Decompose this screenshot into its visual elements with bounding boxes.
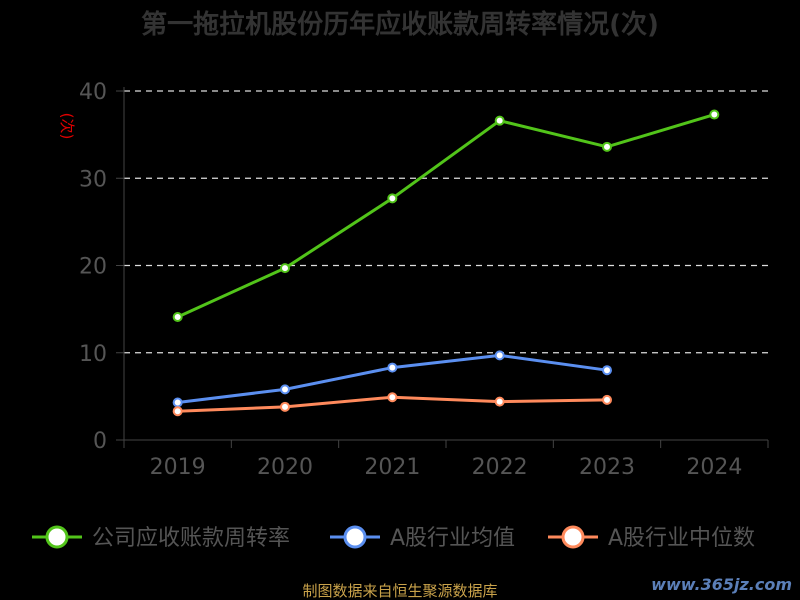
data-point-1-2022 xyxy=(494,350,505,361)
x-tick-label-2022: 2022 xyxy=(472,455,528,480)
x-tick-label-2020: 2020 xyxy=(257,455,313,480)
data-point-0-2019 xyxy=(172,311,183,322)
data-point-1-2020 xyxy=(280,384,290,395)
y-tick-label-20: 20 xyxy=(79,255,107,280)
x-tick-label-2024: 2024 xyxy=(686,455,742,480)
data-point-2-2021 xyxy=(387,392,398,403)
data-point-1-2021 xyxy=(387,362,398,373)
data-point-0-2020 xyxy=(280,263,290,274)
y-tick-label-10: 10 xyxy=(79,342,107,367)
chart-title: 第一拖拉机股份历年应收账款周转率情况(次) xyxy=(141,9,659,40)
series-0 xyxy=(172,109,720,322)
data-point-0-2023 xyxy=(602,141,612,152)
legend-label-0: 公司应收账款周转率 xyxy=(92,526,290,551)
legend-item-0[interactable]: 公司应收账款周转率 xyxy=(32,525,290,551)
data-source-note: 制图数据来自恒生聚源数据库 xyxy=(302,582,497,600)
y-tick-labels: 0 10 20 30 40 xyxy=(79,80,107,454)
x-tick-label-2023: 2023 xyxy=(579,455,635,480)
axes xyxy=(116,87,769,448)
data-point-0-2022 xyxy=(494,115,505,126)
data-point-0-2021 xyxy=(387,193,398,204)
legend-item-2[interactable]: A股行业中位数 xyxy=(548,525,755,551)
y-axis-unit-label: (次) xyxy=(58,113,76,140)
grid-lines xyxy=(124,90,768,354)
legend-item-1[interactable]: A股行业均值 xyxy=(330,525,515,551)
legend-label-1: A股行业均值 xyxy=(390,526,515,551)
data-point-2-2019 xyxy=(172,406,183,417)
data-point-1-2023 xyxy=(602,365,612,376)
series-2 xyxy=(172,392,612,417)
legend-label-2: A股行业中位数 xyxy=(608,526,755,551)
x-tick-label-2019: 2019 xyxy=(150,455,206,480)
legend-marker-0 xyxy=(45,525,69,549)
series-1 xyxy=(172,350,612,408)
y-tick-label-40: 40 xyxy=(79,80,107,105)
data-point-2-2022 xyxy=(494,396,505,407)
x-tick-label-2021: 2021 xyxy=(364,455,420,480)
series-line-0 xyxy=(177,113,715,319)
x-tick-labels: 2019 2020 2021 2022 2023 2024 xyxy=(150,455,743,480)
series-group xyxy=(172,109,720,417)
data-point-2-2023 xyxy=(602,394,612,405)
y-tick-label-30: 30 xyxy=(79,167,107,192)
legend-marker-2 xyxy=(561,525,585,549)
data-point-1-2019 xyxy=(172,397,183,408)
legend-marker-1 xyxy=(343,525,367,549)
watermark: www.365jz.com xyxy=(651,575,792,594)
legend[interactable]: 公司应收账款周转率 A股行业均值 A股行业中位数 xyxy=(32,525,755,551)
data-point-2-2020 xyxy=(280,401,290,412)
y-tick-label-0: 0 xyxy=(93,429,107,454)
data-point-0-2024 xyxy=(709,109,720,120)
